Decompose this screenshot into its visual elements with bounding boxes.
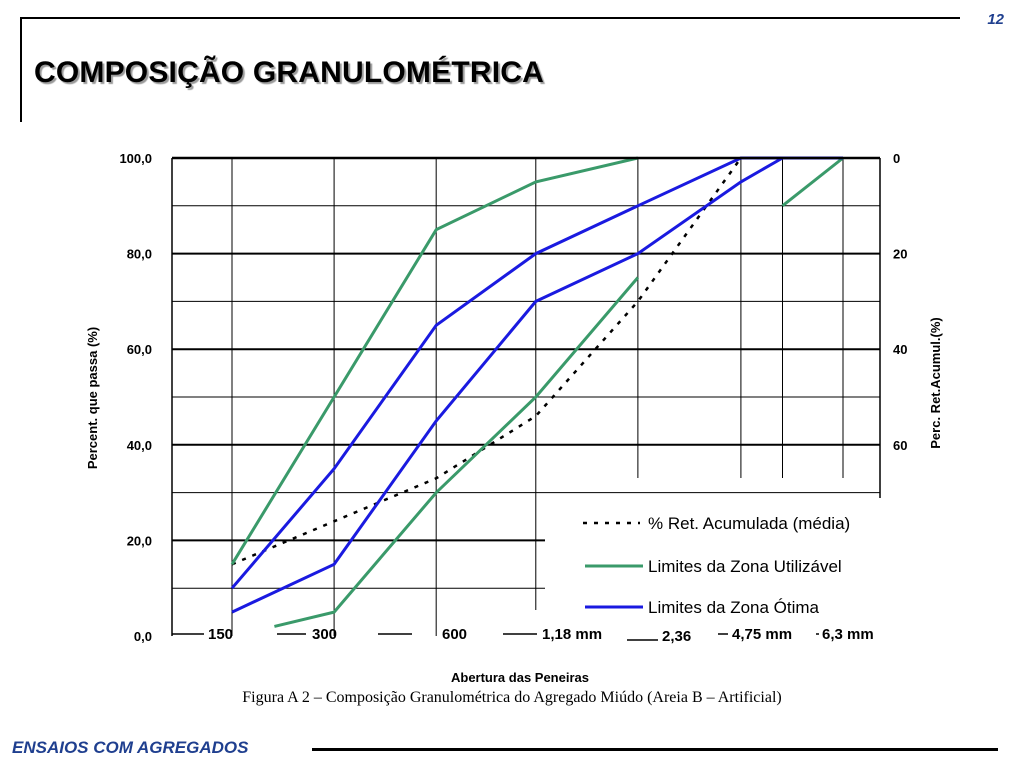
x-tick-label: 6,3 mm	[822, 626, 874, 643]
page-number: 12	[987, 11, 1004, 28]
y2-tick-label: 40	[893, 342, 907, 357]
y2-tick-label: 20	[893, 247, 907, 262]
frame-top-line	[20, 17, 960, 19]
chart-legend: % Ret. Acumulada (média) Limites da Zona …	[583, 514, 850, 617]
footer-line	[312, 748, 998, 751]
x-axis-label: Abertura das Peneiras	[451, 670, 589, 685]
y2-axis-label: Perc. Ret.Acumul.(%)	[928, 317, 943, 448]
y2-tick-label: 60	[893, 438, 907, 453]
x-tick-label: 150	[208, 626, 233, 643]
y2-tick-label: 0	[893, 151, 900, 166]
legend-label: % Ret. Acumulada (média)	[648, 514, 850, 533]
legend-label: Limites da Zona Utilizável	[648, 557, 842, 576]
granulometric-chart: % Ret. Acumulada (média) Limites da Zona …	[85, 151, 943, 685]
chart-axes: 0,0 20,0 40,0 60,0 80,0 100,0 0 20 40 60 150 300 600…	[119, 151, 907, 645]
legend-label: Limites da Zona Ótima	[648, 598, 820, 617]
chart-grid	[172, 158, 880, 636]
x-tick-label: 600	[442, 626, 467, 643]
series-line-green	[781, 156, 844, 207]
series-line-green	[230, 156, 639, 566]
footer-label: ENSAIOS COM AGREGADOS	[12, 738, 249, 757]
figure-caption: Figura A 2 – Composição Granulométrica d…	[242, 689, 782, 706]
x-tick-label: 1,18 mm	[542, 626, 602, 643]
y-tick-label: 60,0	[127, 342, 152, 357]
y-tick-label: 100,0	[119, 151, 152, 166]
series-line-green	[274, 276, 640, 628]
y-tick-label: 0,0	[134, 629, 152, 644]
series-line-blue	[231, 156, 784, 614]
frame-left-line	[20, 17, 22, 122]
y-tick-label: 40,0	[127, 438, 152, 453]
x-tick-label: 2,36	[662, 628, 691, 645]
x-tick-label: 4,75 mm	[732, 626, 792, 643]
y-tick-label: 80,0	[127, 247, 152, 262]
y-tick-label: 20,0	[127, 533, 152, 548]
x-tick-label: 300	[312, 626, 337, 643]
slide-title: COMPOSIÇÃO GRANULOMÉTRICA	[34, 56, 544, 89]
y-axis-label: Percent. que passa (%)	[85, 327, 100, 469]
